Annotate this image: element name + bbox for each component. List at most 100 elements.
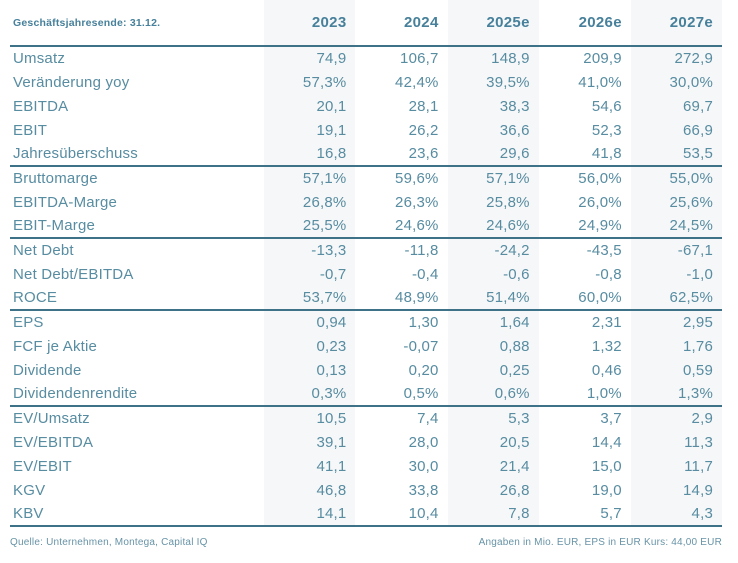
cell-value: 3,7 [538,405,631,430]
cell-value: 0,25 [447,358,539,382]
cell-value: 25,6% [630,190,722,214]
cell-value: 23,6 [408,145,439,162]
cell-value: 74,9 [264,46,356,70]
cell-value: 30,0 [408,457,439,475]
table-row: EV/EBIT 41,1 30,0 21,4 15,0 11,7 [10,454,722,478]
cell-value: 5,7 [538,502,631,527]
cell-value: 36,6 [447,118,539,142]
cell-value: 1,32 [591,337,622,355]
cell-value: -11,8 [355,237,448,262]
cell-value: 24,9% [578,217,622,234]
cell-value: 25,8% [447,190,539,214]
cell-value: 0,3% [264,382,356,406]
table-header: Geschäftsjahresende: 31.12. 2023 2024 20… [10,0,722,47]
cell-value: 42,4% [395,73,439,91]
cell-value: 0,46 [591,361,622,379]
table-row: Net Debt/EBITDA -0,7 -0,4 -0,6 -0,8 -1,0 [10,262,722,286]
cell-value: 2,95 [630,309,722,334]
table-row: ROCE 53,7% 48,9% 51,4% 60,0% 62,5% [10,286,722,310]
cell-value: 20,1 [264,94,356,118]
column-header-2027e: 2027e [630,0,722,47]
cell-value: 28,1 [408,97,439,115]
row-label: ROCE [13,289,58,306]
table-row: EPS 0,94 1,30 1,64 2,31 2,95 [10,309,722,334]
row-label: KBV [10,502,265,527]
table-row: KBV 14,1 10,4 7,8 5,7 4,3 [10,502,722,527]
cell-value: 26,3% [395,193,439,211]
cell-value: 48,9% [395,289,439,306]
cell-value: 0,20 [408,361,439,379]
row-label: Net Debt/EBITDA [13,265,134,283]
cell-value: 39,5% [447,70,539,94]
cell-value: 1,0% [586,385,622,402]
table-row: FCF je Aktie 0,23 -0,07 0,88 1,32 1,76 [10,334,722,358]
cell-value: 46,8 [264,478,356,502]
table-body: Umsatz 74,9 106,7 148,9 209,9 272,9 Veränderun… [10,46,722,527]
cell-value: 41,0% [578,73,622,91]
table-row: Umsatz 74,9 106,7 148,9 209,9 272,9 [10,46,722,70]
source-note: Quelle: Unternehmen, Montega, Capital IQ [10,537,208,548]
cell-value: 26,8% [264,190,356,214]
cell-value: 2,31 [538,309,631,334]
cell-value: 11,7 [630,454,722,478]
cell-value: 55,0% [630,165,722,190]
cell-value: 4,3 [630,502,722,527]
cell-value: 39,1 [264,430,356,454]
cell-value: -0,4 [411,265,439,283]
cell-value: 57,3% [264,70,356,94]
cell-value: 19,1 [264,118,356,142]
table-row: EBIT 19,1 26,2 36,6 52,3 66,9 [10,118,722,142]
column-header-2024: 2024 [355,0,448,47]
row-label: Umsatz [13,50,66,67]
cell-value: 0,59 [630,358,722,382]
cell-value: 51,4% [447,286,539,310]
cell-value: -43,5 [538,237,631,262]
column-header-2023: 2023 [264,0,356,47]
cell-value: 7,4 [355,405,448,430]
row-label: EBIT [13,121,48,139]
cell-value: 15,0 [591,457,622,475]
table-row: Jahresüberschuss 16,8 23,6 29,6 41,8 53,5 [10,142,722,166]
cell-value: -67,1 [630,237,722,262]
cell-value: 148,9 [447,46,539,70]
row-label: Dividende [13,361,82,379]
cell-value: 10,4 [355,502,448,527]
cell-value: -0,7 [264,262,356,286]
cell-value: -13,3 [264,237,356,262]
cell-value: 57,1% [447,165,539,190]
cell-value: -0,6 [447,262,539,286]
cell-value: 0,5% [403,385,439,402]
table-row: EBITDA-Marge 26,8% 26,3% 25,8% 26,0% 25,6% [10,190,722,214]
table-row: EBITDA 20,1 28,1 38,3 54,6 69,7 [10,94,722,118]
cell-value: 69,7 [630,94,722,118]
table-row: Veränderung yoy 57,3% 42,4% 39,5% 41,0% 30,0% [10,70,722,94]
cell-value: 54,6 [591,97,622,115]
cell-value: 52,3 [591,121,622,139]
cell-value: 1,3% [630,382,722,406]
cell-value: 0,13 [264,358,356,382]
cell-value: 0,88 [447,334,539,358]
table-footer: Quelle: Unternehmen, Montega, Capital IQ… [10,537,722,548]
cell-value: 272,9 [630,46,722,70]
row-label: EBIT-Marge [13,217,96,234]
cell-value: 28,0 [408,433,439,451]
cell-value: 16,8 [264,142,356,166]
cell-value: 14,1 [264,502,356,527]
cell-value: 1,76 [630,334,722,358]
cell-value: 21,4 [447,454,539,478]
cell-value: 0,23 [264,334,356,358]
cell-value: 29,6 [447,142,539,166]
cell-value: 14,4 [591,433,622,451]
cell-value: 5,3 [447,405,539,430]
cell-value: 59,6% [355,165,448,190]
cell-value: 26,8 [447,478,539,502]
cell-value: 26,0% [578,193,622,211]
header-row: Geschäftsjahresende: 31.12. 2023 2024 20… [10,0,722,47]
fiscal-year-end-label: Geschäftsjahresende: 31.12. [10,0,265,47]
table-row: Bruttomarge 57,1% 59,6% 57,1% 56,0% 55,0% [10,165,722,190]
cell-value: 1,64 [447,309,539,334]
table-row: Dividendenrendite 0,3% 0,5% 0,6% 1,0% 1,3% [10,382,722,406]
cell-value: 53,5 [630,142,722,166]
row-label: Bruttomarge [10,165,265,190]
financials-table: Geschäftsjahresende: 31.12. 2023 2024 20… [10,0,722,527]
